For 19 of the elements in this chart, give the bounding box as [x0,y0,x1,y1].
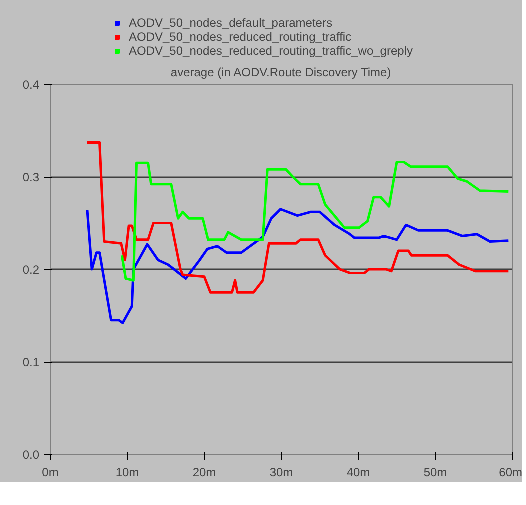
x-tick-label: 10m [116,466,140,480]
y-tick-label: 0.0 [22,448,40,462]
line-series [86,142,510,294]
legend-label: AODV_50_nodes_reduced_routing_traffic [129,30,352,44]
legend-label: AODV_50_nodes_reduced_routing_traffic_wo_greply [129,44,413,58]
x-tick-label: 30m [270,466,294,480]
y-tick-label: 0.1 [22,356,40,370]
x-tick-label: 50m [424,466,448,480]
legend-label: AODV_50_nodes_default_parameters [129,16,332,30]
x-tick-label: 40m [346,466,370,480]
y-tick-label: 0.2 [22,263,40,277]
y-tick-label: 0.4 [22,78,40,92]
x-tick-label: 0m [42,466,59,480]
line-series [120,160,510,282]
chart-title: average (in AODV.Route Discovery Time) [170,66,392,80]
x-tick-label: 60m [499,466,523,480]
line-series [86,208,510,324]
y-tick-label: 0.3 [22,170,40,184]
x-tick-label: 20m [192,466,216,480]
